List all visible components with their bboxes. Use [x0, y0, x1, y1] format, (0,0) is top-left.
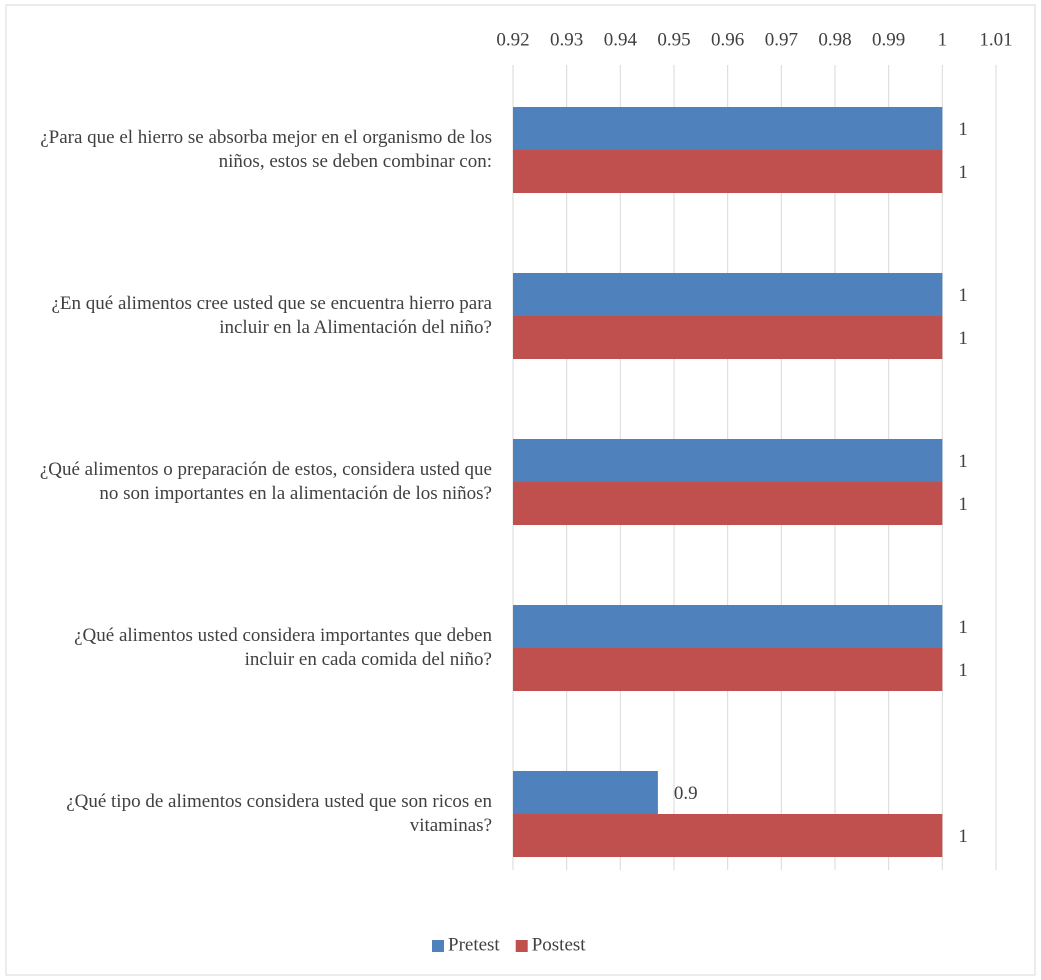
bar: [513, 814, 943, 857]
bar: [513, 648, 943, 691]
bar: [513, 316, 943, 359]
x-tick-label: 0.99: [872, 29, 905, 50]
data-label: 1: [958, 617, 968, 638]
x-tick-label: 0.96: [711, 29, 744, 50]
bar: [513, 771, 658, 814]
bar: [513, 273, 943, 316]
x-tick-label: 1.01: [979, 29, 1012, 50]
x-tick-label: 0.94: [604, 29, 638, 50]
data-label: 0.9: [674, 783, 698, 804]
data-label: 1: [958, 660, 968, 681]
bar: [513, 605, 943, 648]
data-label: 1: [958, 826, 968, 847]
y-tick-label: ¿Qué tipo de alimentos considera usted q…: [66, 791, 492, 836]
legend-label: Pretest: [448, 934, 500, 955]
data-label: 1: [958, 328, 968, 349]
data-label: 1: [958, 285, 968, 306]
data-label: 1: [958, 162, 968, 183]
y-tick-label: ¿Para que el hierro se absorba mejor en …: [40, 127, 492, 172]
x-tick-label: 0.98: [818, 29, 851, 50]
y-tick-label: ¿En qué alimentos cree usted que se encu…: [51, 293, 493, 338]
bar: [513, 482, 943, 525]
x-tick-label: 0.97: [765, 29, 798, 50]
x-tick-label: 1: [938, 29, 948, 50]
data-label: 1: [958, 451, 968, 472]
x-tick-label: 0.92: [496, 29, 529, 50]
x-tick-label: 0.93: [550, 29, 583, 50]
data-label: 1: [958, 119, 968, 140]
bar: [513, 107, 943, 150]
legend-swatch: [432, 940, 444, 952]
y-tick-label: ¿Qué alimentos o preparación de estos, c…: [39, 459, 492, 504]
bar: [513, 150, 943, 193]
y-tick-label: ¿Qué alimentos usted considera important…: [74, 625, 492, 670]
legend-swatch: [515, 940, 528, 952]
x-tick-label: 0.95: [657, 29, 690, 50]
data-label: 1: [958, 494, 968, 515]
bar: [513, 439, 943, 482]
legend-label: Postest: [532, 934, 587, 955]
